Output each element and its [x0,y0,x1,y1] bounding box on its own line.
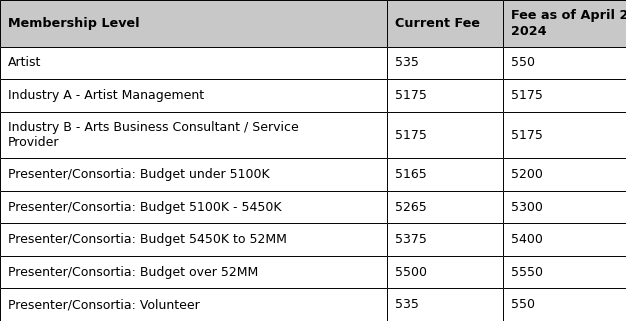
Bar [387,256,503,289]
Bar [387,79,503,112]
Bar [0,79,387,112]
Text: Artist: Artist [8,56,41,69]
Bar [0,112,387,159]
Bar [0,47,387,79]
Text: 5175: 5175 [395,89,427,102]
Bar [503,0,626,47]
Bar [0,289,387,321]
Bar [0,256,387,289]
Text: 535: 535 [395,298,419,311]
Text: 5300: 5300 [511,201,543,214]
Bar [0,191,387,223]
Bar [387,47,503,79]
Bar [0,223,387,256]
Bar [387,159,503,191]
Bar [0,0,387,47]
Bar [387,191,503,223]
Bar [387,256,503,289]
Bar [503,191,626,223]
Text: 5500: 5500 [395,266,427,279]
Text: Presenter/Consortia: Budget over 52MM: Presenter/Consortia: Budget over 52MM [8,266,259,279]
Bar [0,47,387,79]
Bar [387,223,503,256]
Bar [503,159,626,191]
Text: 535: 535 [395,56,419,69]
Text: 550: 550 [511,298,535,311]
Bar [503,0,626,47]
Bar [387,0,503,47]
Text: 5175: 5175 [511,129,543,142]
Text: Current Fee: Current Fee [395,17,480,30]
Text: Industry B - Arts Business Consultant / Service
Provider: Industry B - Arts Business Consultant / … [8,121,299,149]
Bar [503,79,626,112]
Bar [387,289,503,321]
Text: Industry A - Artist Management: Industry A - Artist Management [8,89,204,102]
Bar [503,289,626,321]
Bar [387,223,503,256]
Bar [0,112,387,159]
Bar [503,256,626,289]
Text: Presenter/Consortia: Budget 5450K to 52MM: Presenter/Consortia: Budget 5450K to 52M… [8,233,287,246]
Bar [387,47,503,79]
Text: 5265: 5265 [395,201,427,214]
Bar [503,79,626,112]
Bar [503,191,626,223]
Bar [0,159,387,191]
Bar [387,0,503,47]
Bar [503,159,626,191]
Text: 5165: 5165 [395,168,427,181]
Bar [503,47,626,79]
Bar [503,223,626,256]
Text: 5375: 5375 [395,233,427,246]
Bar [503,256,626,289]
Text: 5550: 5550 [511,266,543,279]
Text: 5175: 5175 [395,129,427,142]
Text: Membership Level: Membership Level [8,17,140,30]
Text: Presenter/Consortia: Budget 5100K - 5450K: Presenter/Consortia: Budget 5100K - 5450… [8,201,282,214]
Text: Presenter/Consortia: Volunteer: Presenter/Consortia: Volunteer [8,298,200,311]
Bar [503,112,626,159]
Bar [0,191,387,223]
Text: Presenter/Consortia: Budget under 5100K: Presenter/Consortia: Budget under 5100K [8,168,270,181]
Text: 550: 550 [511,56,535,69]
Bar [387,159,503,191]
Bar [387,112,503,159]
Bar [0,223,387,256]
Bar [0,159,387,191]
Bar [0,289,387,321]
Bar [503,47,626,79]
Bar [387,289,503,321]
Text: 5175: 5175 [511,89,543,102]
Bar [503,112,626,159]
Bar [503,223,626,256]
Bar [387,79,503,112]
Text: Fee as of April 2nd,
2024: Fee as of April 2nd, 2024 [511,9,626,38]
Bar [0,0,387,47]
Text: 5200: 5200 [511,168,543,181]
Bar [387,112,503,159]
Bar [387,191,503,223]
Bar [503,289,626,321]
Bar [0,79,387,112]
Text: 5400: 5400 [511,233,543,246]
Bar [0,256,387,289]
